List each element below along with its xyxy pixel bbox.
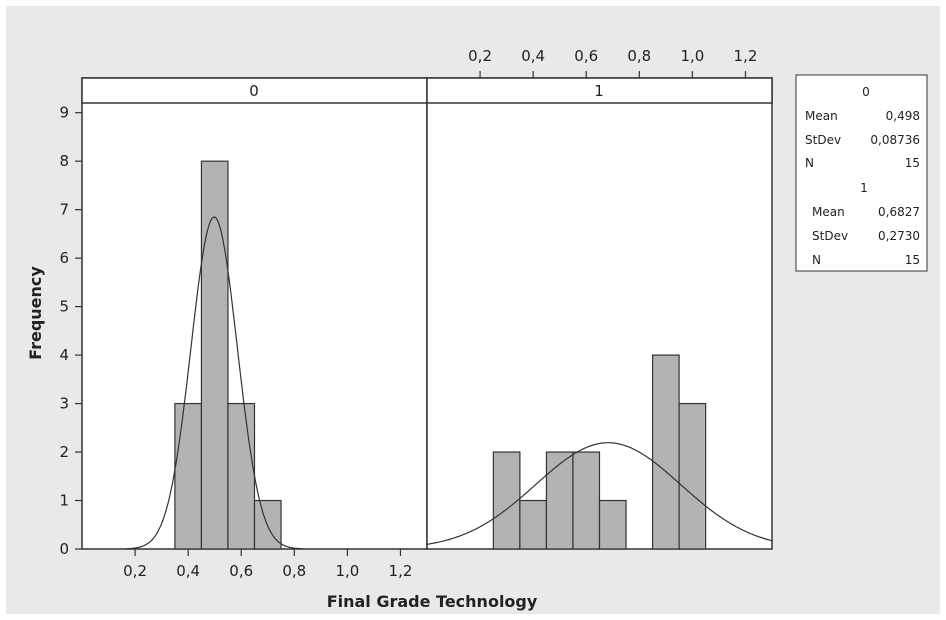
legend-1-stdev-value: 0,2730 — [878, 229, 920, 243]
panel-0-normal-curve — [125, 216, 304, 550]
legend-1-n-value: 15 — [905, 253, 920, 267]
panel-1-header: 1 — [594, 82, 604, 100]
y-axis-title: Frequency — [26, 266, 45, 360]
stats-legend: 0 Mean 0,498 StDev 0,08736 N 15 1 Mean 0… — [795, 74, 928, 272]
chart-marks — [125, 160, 773, 550]
x-tick-label-bottom-4: 1,0 — [335, 562, 359, 580]
legend-1-stdev-label: StDev — [812, 229, 848, 243]
panel-0-bar-2 — [227, 402, 256, 550]
panel-1-bar-0 — [492, 451, 521, 550]
panel-1-bar-4 — [598, 499, 627, 550]
y-tick-label-1: 1 — [59, 492, 69, 510]
axis-ticks: 0 1 2 3 4 5 6 7 8 9 0,2 0,2 0,4 0,4 0,6 0,6 0,8 0,8 1,0 1,0… — [59, 47, 757, 580]
panel-0-bar-1 — [200, 160, 229, 550]
legend-0-stdev-value: 0,08736 — [870, 133, 920, 147]
x-tick-label-bottom-1: 0,4 — [176, 562, 200, 580]
y-tick-label-3: 3 — [59, 395, 69, 413]
x-tick-label-top-5: 1,2 — [734, 47, 758, 65]
legend-0-n-label: N — [805, 156, 814, 170]
panel-0-bar-0 — [174, 402, 203, 550]
legend-0-mean-value: 0,498 — [886, 109, 920, 123]
x-tick-label-top-3: 0,8 — [627, 47, 651, 65]
legend-0-header: 0 — [862, 85, 870, 99]
legend-1-mean-value: 0,6827 — [878, 205, 920, 219]
panel-0-header: 0 — [249, 82, 259, 100]
x-tick-label-bottom-3: 0,8 — [282, 562, 306, 580]
x-tick-label-top-1: 0,4 — [521, 47, 545, 65]
stats-legend-box — [795, 74, 928, 272]
histogram-chart: 0 1 0 1 2 3 4 5 6 7 8 9 0,2 0,2 0,4 0,4 0,6 0,6 0,8 0,8 1,… — [26, 47, 928, 611]
x-tick-label-bottom-0: 0,2 — [123, 562, 147, 580]
x-axis-title: Final Grade Technology — [327, 592, 538, 611]
panel-1-normal-curve — [426, 442, 773, 545]
chart-frame: 0 1 0 1 2 3 4 5 6 7 8 9 0,2 0,2 0,4 0,4 0,6 0,6 0,8 0,8 1,… — [6, 6, 940, 614]
y-tick-label-9: 9 — [59, 104, 69, 122]
y-tick-label-6: 6 — [59, 249, 69, 267]
panel-1-bar-1 — [519, 499, 548, 550]
panel-0-header-strip — [81, 77, 428, 104]
panel-1-bar-2 — [545, 451, 574, 550]
y-tick-label-2: 2 — [59, 443, 69, 461]
y-tick-label-5: 5 — [59, 298, 69, 316]
legend-0-stdev-label: StDev — [805, 133, 841, 147]
panel-1-bar-3 — [572, 451, 601, 550]
x-tick-label-top-4: 1,0 — [680, 47, 704, 65]
y-tick-label-4: 4 — [59, 346, 69, 364]
legend-0-mean-label: Mean — [805, 109, 838, 123]
x-tick-label-top-2: 0,6 — [574, 47, 598, 65]
x-tick-label-top-0: 0,2 — [468, 47, 492, 65]
x-tick-label-bottom-5: 1,2 — [389, 562, 413, 580]
y-tick-label-8: 8 — [59, 152, 69, 170]
legend-1-mean-label: Mean — [812, 205, 845, 219]
panel-1-bar-7 — [678, 402, 707, 550]
panel-1-bar-6 — [651, 354, 680, 550]
x-tick-label-bottom-2: 0,6 — [229, 562, 253, 580]
y-tick-label-7: 7 — [59, 201, 69, 219]
legend-1-n-label: N — [812, 253, 821, 267]
legend-0-n-value: 15 — [905, 156, 920, 170]
panel-1-header-strip — [426, 77, 773, 104]
legend-1-header: 1 — [860, 181, 868, 195]
y-tick-label-0: 0 — [59, 540, 69, 558]
